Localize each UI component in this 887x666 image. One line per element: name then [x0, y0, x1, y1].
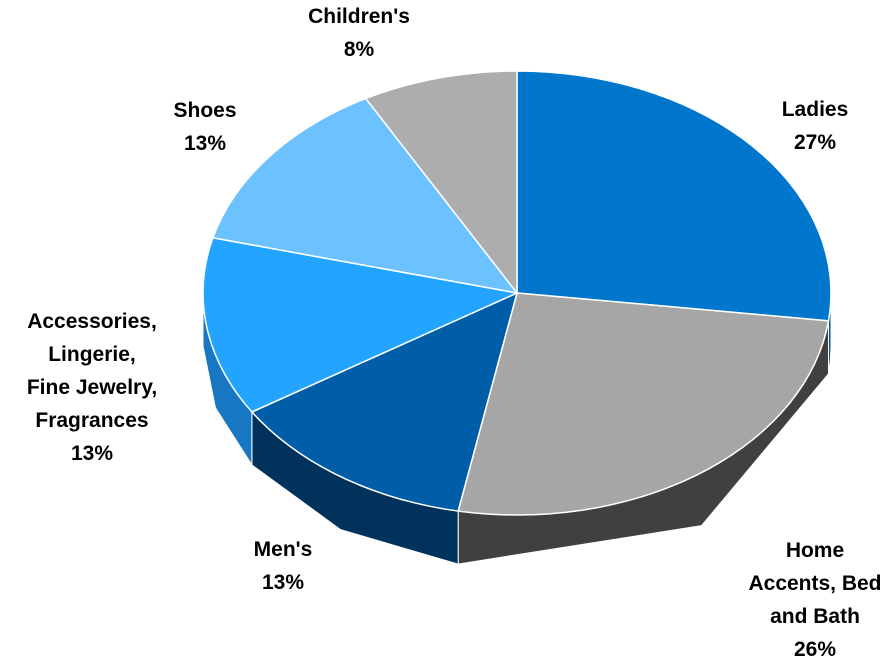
slice-label-line: 8%: [344, 38, 375, 61]
slice-label-line: 26%: [794, 638, 836, 661]
slice-label-3: Accessories, Lingerie, Fine Jewelry, Fragra…: [27, 310, 157, 465]
pie-labels: Ladies 27% Home Accents, Bed and Bath 26% Men'…: [27, 5, 882, 661]
pie-slice-2: [251, 292, 518, 512]
pie-slice-3: [202, 237, 518, 413]
slice-label-1: Home Accents, Bed and Bath 26%: [748, 539, 881, 661]
slice-label-line: Accessories,: [27, 310, 157, 333]
slice-label-line: Accents, Bed: [748, 572, 881, 595]
pie-slices: [202, 70, 832, 516]
slice-label-line: Fragrances: [35, 409, 148, 432]
slice-label-line: Fine Jewelry,: [27, 376, 157, 399]
pie-slice-4: [212, 97, 518, 294]
slice-label-line: Lingerie,: [48, 343, 136, 366]
slice-label-line: Home: [786, 539, 844, 562]
slice-label-line: Shoes: [173, 99, 236, 122]
slice-label-line: 13%: [262, 571, 304, 594]
slice-label-line: 13%: [184, 132, 226, 155]
slice-label-line: 13%: [71, 442, 113, 465]
slice-label-0: Ladies 27%: [782, 98, 849, 154]
slice-label-4: Shoes 13%: [173, 99, 236, 155]
pie-slice-0: [516, 70, 832, 322]
slice-label-line: 27%: [794, 131, 836, 154]
slice-label-line: Children's: [308, 5, 410, 28]
slice-label-line: Men's: [254, 538, 313, 561]
pie-slice-1: [457, 292, 830, 516]
slice-label-line: and Bath: [770, 605, 860, 628]
slice-label-5: Children's 8%: [308, 5, 410, 61]
slice-label-2: Men's 13%: [254, 538, 313, 594]
slice-label-line: Ladies: [782, 98, 849, 121]
pie-slice-5: [364, 70, 518, 294]
